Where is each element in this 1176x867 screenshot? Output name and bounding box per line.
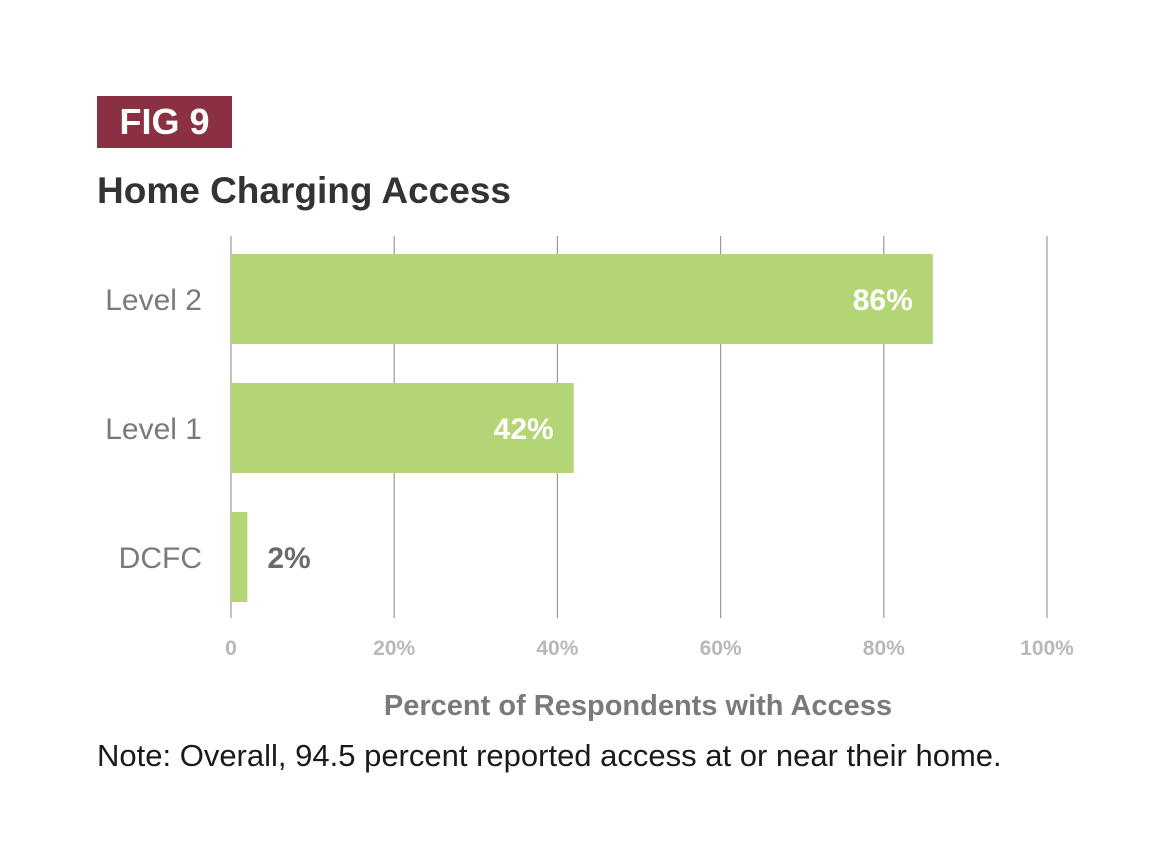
- category-label: Level 1: [105, 413, 202, 446]
- x-tick-label: 0: [225, 637, 237, 660]
- category-label: DCFC: [119, 542, 202, 575]
- value-label: 2%: [267, 542, 310, 575]
- bar-level-1: [231, 383, 574, 473]
- value-label: 42%: [494, 413, 554, 446]
- bars: [231, 254, 933, 602]
- x-tick-label: 20%: [373, 637, 415, 660]
- chart-note: Note: Overall, 94.5 percent reported acc…: [97, 738, 1002, 773]
- bar-dcfc: [231, 512, 248, 602]
- figure-label: FIG 9: [97, 96, 232, 148]
- value-labels: 86% 42% 2%: [267, 284, 912, 575]
- chart-title: Home Charging Access: [97, 170, 511, 211]
- tick-labels: 0 20% 40% 60% 80% 100%: [225, 637, 1074, 660]
- x-tick-label: 100%: [1020, 637, 1074, 660]
- bar-level-2: [231, 254, 933, 344]
- x-tick-label: 80%: [863, 637, 905, 660]
- x-tick-label: 60%: [700, 637, 742, 660]
- category-labels: Level 2 Level 1 DCFC: [105, 284, 202, 575]
- category-label: Level 2: [105, 284, 202, 317]
- x-tick-label: 40%: [536, 637, 578, 660]
- value-label: 86%: [853, 284, 913, 317]
- x-axis-title: Percent of Respondents with Access: [384, 690, 892, 722]
